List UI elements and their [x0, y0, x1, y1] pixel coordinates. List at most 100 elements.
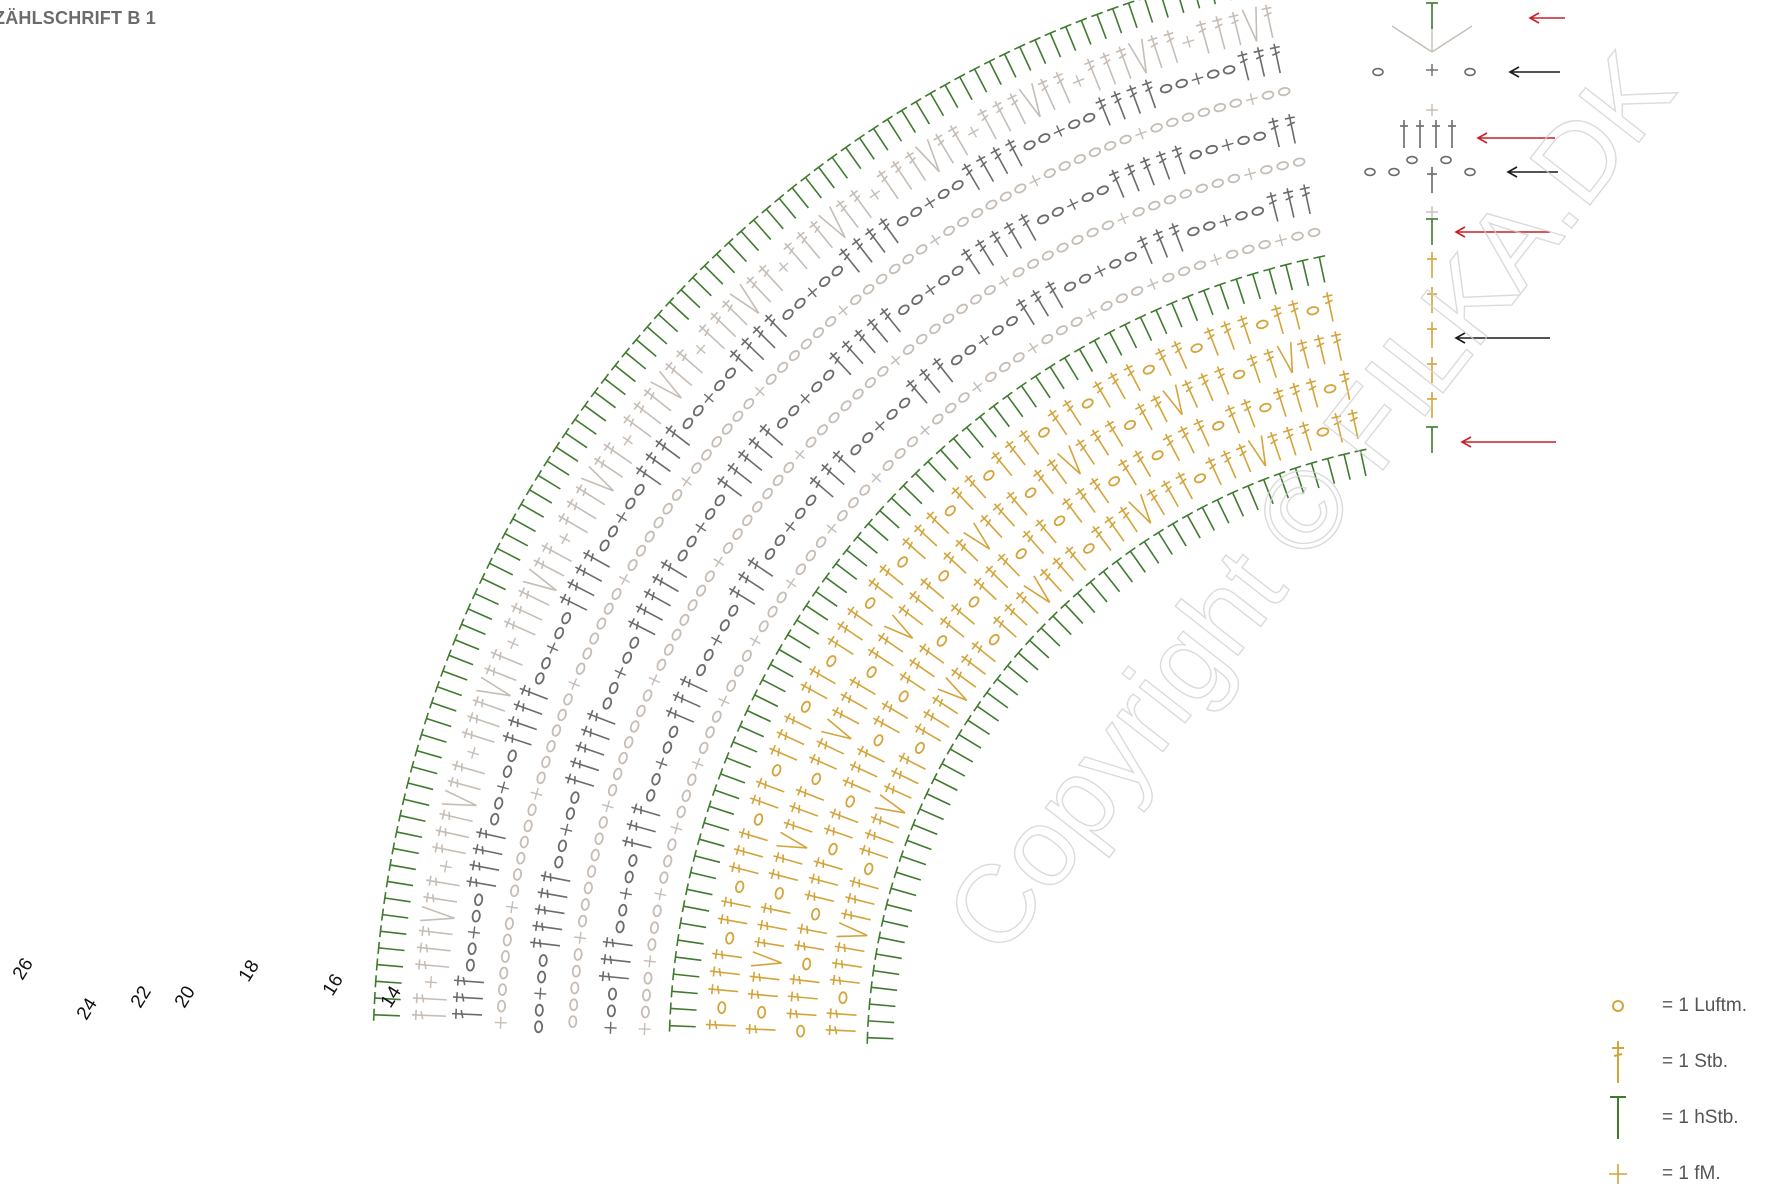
ch-stitch	[1038, 132, 1051, 143]
dc-stitch	[907, 656, 937, 681]
ch-stitch	[1252, 206, 1265, 216]
row-start-arrow	[1462, 437, 1556, 447]
dc-stitch	[501, 731, 533, 750]
dc-stitch	[1091, 379, 1115, 410]
ch-stitch	[498, 1000, 506, 1011]
dc-stitch	[1268, 117, 1284, 148]
v-stitch	[581, 466, 617, 496]
ch-stitch	[906, 435, 919, 448]
hdc-stitch	[562, 428, 590, 453]
hdc-stitch	[1198, 288, 1218, 317]
dc-stitch	[727, 347, 756, 375]
dc-stitch	[1262, 348, 1281, 380]
ch-stitch	[1081, 192, 1094, 203]
sc-stitch	[692, 519, 709, 536]
dc-stitch	[418, 925, 453, 939]
ch-stitch	[644, 972, 652, 984]
ch-stitch	[1253, 131, 1265, 141]
ch-stitch	[864, 376, 877, 389]
sc-stitch	[1083, 306, 1099, 322]
dc-stitch	[532, 556, 567, 581]
ch-stitch	[584, 882, 593, 894]
ch-stitch	[943, 225, 956, 237]
ch-stitch	[1088, 147, 1101, 158]
ch-stitch	[1131, 286, 1144, 297]
ch-stitch	[646, 789, 656, 802]
ch-stitch	[554, 856, 563, 868]
legend-label: = 1 Luftm.	[1662, 995, 1747, 1017]
half-double-crochet-icon	[1600, 1096, 1636, 1140]
sc-stitch	[439, 860, 453, 874]
hdc-stitch	[553, 442, 581, 466]
legend-label: = 1 hStb.	[1662, 1107, 1739, 1129]
dc-stitch	[812, 856, 844, 874]
sc-stitch	[654, 756, 669, 771]
dc-stitch	[865, 316, 892, 345]
ch-stitch	[1262, 90, 1274, 99]
v-stitch	[964, 523, 995, 554]
ch-stitch	[575, 662, 586, 675]
ch-stitch	[1166, 117, 1179, 127]
ch-stitch	[776, 417, 789, 430]
hdc-stitch	[670, 1002, 697, 1016]
hdc-stitch	[1045, 364, 1069, 392]
sc-stitch	[775, 259, 792, 276]
ch-stitch	[679, 613, 691, 626]
ch-stitch	[695, 584, 707, 597]
ch-stitch	[828, 411, 841, 424]
dc-stitch	[775, 727, 806, 749]
sc-stitch	[804, 284, 821, 301]
hdc-stitch	[878, 932, 906, 949]
dc-stitch	[1313, 334, 1330, 365]
sc-stitch	[1190, 71, 1205, 86]
dc-stitch	[1094, 96, 1115, 128]
dc-stitch	[962, 472, 989, 501]
ch-stitch	[942, 313, 955, 325]
ch-stitch	[663, 643, 674, 656]
hdc-stitch	[1026, 636, 1053, 662]
dc-stitch	[653, 437, 683, 463]
ch-stitch	[490, 813, 500, 825]
v-stitch	[821, 719, 854, 745]
ch-stitch	[582, 647, 593, 660]
ch-stitch	[642, 689, 653, 702]
dc-stitch	[863, 828, 895, 848]
ch-stitch	[627, 558, 639, 571]
hdc-stitch	[1060, 355, 1084, 383]
dc-stitch	[1013, 589, 1041, 617]
hdc-stitch	[677, 934, 704, 950]
dc-stitch	[988, 229, 1012, 260]
dc-stitch	[1017, 212, 1040, 243]
hdc-stitch	[974, 701, 1002, 726]
ch-stitch	[956, 216, 969, 228]
dc-stitch	[454, 975, 485, 987]
hdc-stitch	[956, 729, 984, 753]
sc-stitch	[797, 390, 814, 407]
ch-stitch	[1194, 260, 1207, 271]
row-number: 22	[127, 983, 156, 1012]
v-stitch	[476, 677, 513, 702]
sc-stitch	[612, 665, 628, 681]
dc-stitch	[471, 695, 506, 716]
ch-stitch	[1160, 83, 1173, 93]
double-crochet-icon	[1600, 1040, 1636, 1084]
dc-stitch	[1145, 487, 1169, 518]
dc-stitch	[507, 715, 539, 734]
sc-stitch	[1145, 276, 1161, 292]
ch-stitch	[1259, 402, 1272, 412]
hdc-stitch	[389, 859, 417, 875]
dc-stitch	[706, 1019, 736, 1030]
dc-stitch	[1237, 50, 1254, 82]
hdc-stitch	[731, 736, 760, 757]
ch-stitch	[642, 989, 650, 1001]
sc-stitch	[996, 273, 1013, 290]
dc-stitch	[1125, 84, 1145, 116]
hdc-stitch	[700, 262, 727, 289]
dc-stitch	[1122, 362, 1145, 393]
ch-stitch	[1124, 251, 1137, 262]
ch-stitch	[1365, 169, 1375, 176]
hdc-stitch	[905, 835, 934, 855]
dc-stitch	[959, 652, 989, 678]
hdc-stitch	[1153, 529, 1177, 557]
ch-stitch	[1465, 69, 1475, 76]
